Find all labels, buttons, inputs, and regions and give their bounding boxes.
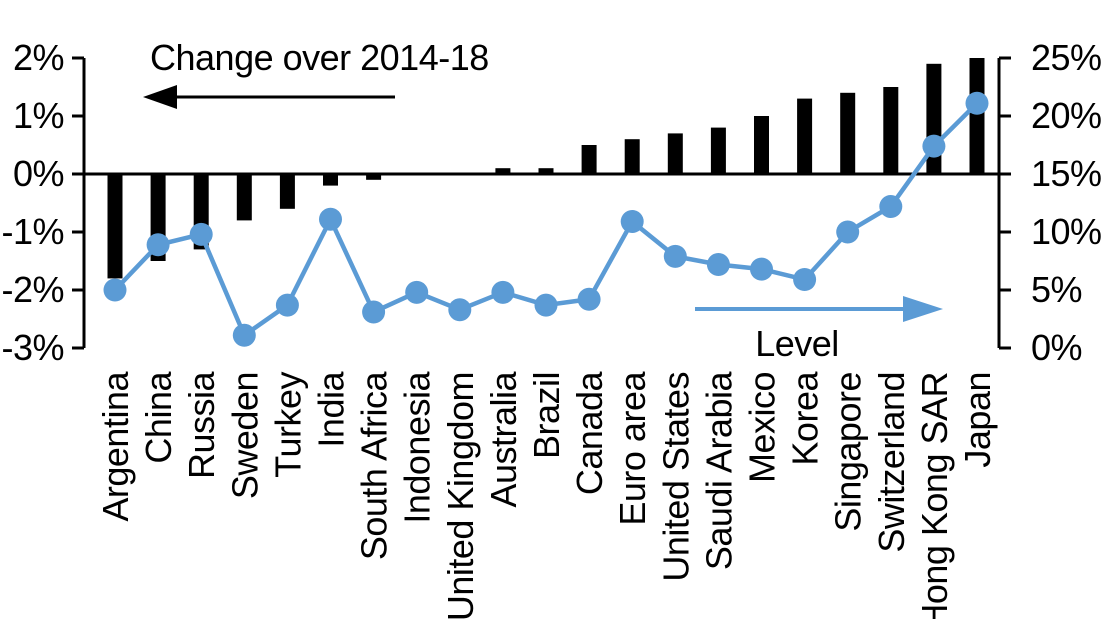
left-axis-tick-label: 0% xyxy=(13,153,64,194)
category-label: Sweden xyxy=(224,372,265,499)
category-label: China xyxy=(138,371,179,464)
category-label: Brazil xyxy=(526,372,567,459)
bar xyxy=(883,87,899,174)
left-axis-tick-labels: 2% 1% 0% -1% -2% -3% xyxy=(1,37,64,368)
right-axis-tick-label: 25% xyxy=(1031,37,1102,78)
bar xyxy=(107,174,123,279)
line-series-marker xyxy=(965,91,989,115)
left-axis-tick-label: -3% xyxy=(1,327,64,368)
bar xyxy=(667,133,683,174)
bar xyxy=(581,145,597,174)
category-label: Hong Kong SAR xyxy=(914,372,955,619)
bar xyxy=(754,116,769,174)
category-label: United States xyxy=(655,372,696,582)
line-series-marker xyxy=(750,257,773,281)
left-series-annotation-label: Change over 2014-18 xyxy=(150,37,489,78)
right-arrow-icon xyxy=(695,296,943,322)
left-axis-tick-label: 2% xyxy=(13,37,64,78)
right-axis-tick-label: 5% xyxy=(1031,269,1082,310)
bar xyxy=(366,174,382,180)
line-series-marker xyxy=(491,280,515,304)
bar xyxy=(624,139,640,174)
line-series-marker xyxy=(706,252,730,276)
line-series-marker xyxy=(362,300,386,324)
line-series-marker xyxy=(405,280,429,304)
line-series-marker xyxy=(146,233,170,257)
line-series-marker xyxy=(620,210,644,234)
category-label: Canada xyxy=(569,371,610,496)
category-label: Argentina xyxy=(95,371,136,522)
category-label: Australia xyxy=(483,371,524,508)
line-series-marker xyxy=(319,207,342,231)
category-label: Euro area xyxy=(612,371,653,526)
category-label: Switzerland xyxy=(871,372,912,553)
category-label: Japan xyxy=(957,372,998,468)
right-axis-tick-label: 15% xyxy=(1031,153,1102,194)
category-label: Turkey xyxy=(267,372,308,478)
line-series-layer xyxy=(103,91,989,347)
category-label: Korea xyxy=(785,371,826,466)
bar xyxy=(323,174,338,186)
category-label: Russia xyxy=(181,371,222,480)
left-arrow-icon xyxy=(143,85,395,109)
right-axis-tick-label: 20% xyxy=(1031,95,1102,136)
line-series-marker xyxy=(232,323,256,347)
right-axis-tick-labels: 25% 20% 15% 10% 5% 0% xyxy=(1031,37,1102,368)
category-label: South Africa xyxy=(354,371,395,561)
bar xyxy=(710,127,726,174)
bar xyxy=(495,168,511,174)
bar xyxy=(840,92,856,174)
line-series-marker xyxy=(836,220,860,244)
bar xyxy=(279,174,295,209)
bar xyxy=(797,98,813,174)
line-series-marker xyxy=(275,293,299,317)
line-series-marker xyxy=(879,194,903,218)
right-axis-tick-label: 0% xyxy=(1031,327,1082,368)
left-axis-tick-label: -1% xyxy=(1,211,64,252)
bars-layer xyxy=(107,58,985,279)
line-series-marker xyxy=(793,268,817,292)
category-label: United Kingdom xyxy=(440,372,481,619)
bar xyxy=(969,58,985,174)
category-labels: Argentina China Russia Sweden Turkey India Sou… xyxy=(95,371,998,619)
line-series-marker xyxy=(663,244,687,268)
left-axis-tick-label: -2% xyxy=(1,269,64,310)
line-series-marker xyxy=(534,293,558,317)
line-series-marker xyxy=(103,278,127,302)
line-series-marker xyxy=(448,298,472,322)
category-label: Indonesia xyxy=(397,371,438,524)
category-label: Saudi Arabia xyxy=(698,371,739,571)
line-series-marker xyxy=(189,222,213,246)
right-axis-tick-label: 10% xyxy=(1031,211,1102,252)
category-label: India xyxy=(311,371,352,448)
bar xyxy=(538,168,554,174)
line-series-marker xyxy=(922,134,946,158)
category-label: Mexico xyxy=(742,372,783,483)
line-series-marker xyxy=(577,287,601,311)
bar xyxy=(236,174,252,221)
category-label: Singapore xyxy=(828,372,869,532)
left-axis-tick-label: 1% xyxy=(13,95,64,136)
line-series-annotation-label: Level xyxy=(755,323,839,364)
axes-layer xyxy=(72,56,1011,350)
